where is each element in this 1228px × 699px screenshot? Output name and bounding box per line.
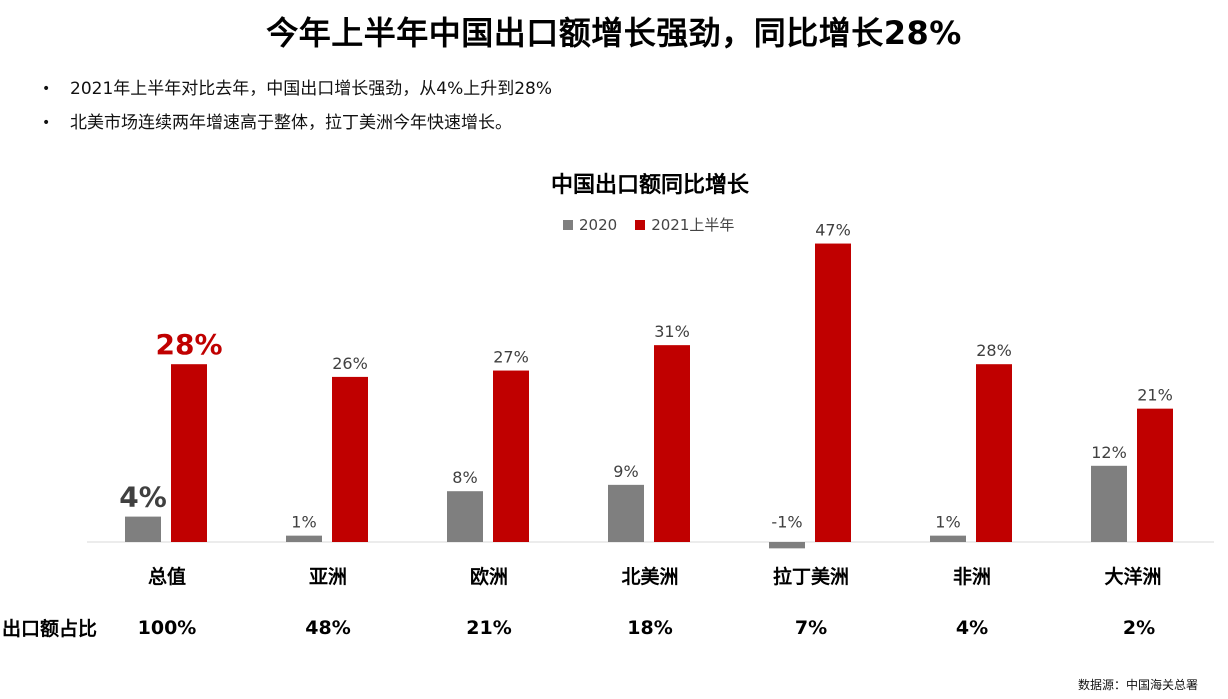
- data-label-2021h1-5: 28%: [976, 341, 1012, 360]
- bar-2021h1-2: [493, 370, 529, 542]
- data-label-2020-1: 1%: [291, 513, 316, 532]
- data-label-2021h1-3: 31%: [654, 322, 690, 341]
- data-label-2020-5: 1%: [935, 513, 960, 532]
- category-label-3: 北美洲: [621, 565, 678, 588]
- data-label-2020-3: 9%: [613, 462, 638, 481]
- data-label-2021h1-1: 26%: [332, 354, 368, 373]
- data-source-note: 数据源：中国海关总署: [1077, 678, 1198, 692]
- data-label-2020-2: 8%: [452, 468, 477, 487]
- legend-label-2020: 2020: [579, 215, 618, 234]
- bar-2020-5: [930, 535, 966, 542]
- chart-title: 中国出口额同比增长: [550, 173, 749, 198]
- data-label-2021h1-0: 28%: [155, 328, 222, 361]
- data-label-2021h1-2: 27%: [493, 348, 529, 367]
- export-share-value-0: 100%: [138, 617, 197, 639]
- bar-2020-6: [1091, 465, 1127, 542]
- bar-2021h1-1: [332, 376, 368, 542]
- export-share-value-5: 4%: [956, 617, 988, 639]
- export-share-value-3: 18%: [627, 617, 672, 639]
- bullet-list: 2021年上半年对比去年，中国出口增长强劲，从4%上升到28% 北美市场连续两年…: [42, 72, 552, 140]
- bar-2021h1-6: [1137, 408, 1173, 542]
- chart-legend: 2020 2021上半年: [563, 214, 752, 235]
- bar-2020-4: [769, 542, 805, 549]
- category-label-4: 拉丁美洲: [773, 565, 849, 588]
- category-label-5: 非洲: [953, 566, 991, 588]
- bar-2020-0: [125, 516, 161, 542]
- bar-2021h1-4: [815, 243, 851, 543]
- bar-2020-1: [286, 535, 322, 542]
- data-label-2020-6: 12%: [1091, 443, 1127, 462]
- bullet-item: 北美市场连续两年增速高于整体，拉丁美洲今年快速增长。: [42, 106, 552, 140]
- bar-2021h1-0: [171, 364, 207, 542]
- export-share-row-label: 出口额占比: [2, 618, 98, 640]
- export-share-value-1: 48%: [305, 617, 350, 639]
- export-share-value-2: 21%: [466, 617, 511, 639]
- data-label-2021h1-6: 21%: [1137, 386, 1173, 405]
- export-share-value-6: 2%: [1123, 617, 1155, 639]
- category-label-1: 亚洲: [309, 566, 347, 588]
- export-share-value-4: 7%: [795, 617, 827, 639]
- bar-2020-2: [447, 491, 483, 542]
- legend-item-2020: 2020: [563, 216, 617, 234]
- legend-label-2021h1: 2021上半年: [651, 216, 735, 234]
- bar-2021h1-5: [976, 364, 1012, 542]
- bullet-item: 2021年上半年对比去年，中国出口增长强劲，从4%上升到28%: [42, 72, 552, 106]
- category-label-6: 大洋洲: [1104, 565, 1161, 588]
- bar-2021h1-3: [654, 345, 690, 542]
- category-label-2: 欧洲: [470, 565, 508, 588]
- category-label-0: 总值: [148, 565, 186, 588]
- legend-item-2021h1: 2021上半年: [635, 214, 734, 235]
- page-title: 今年上半年中国出口额增长强劲，同比增长28%: [266, 14, 962, 52]
- legend-swatch-2020: [563, 219, 573, 230]
- legend-swatch-2021h1: [635, 219, 646, 230]
- data-label-2021h1-4: 47%: [815, 221, 851, 240]
- data-label-2020-0: 4%: [119, 481, 167, 514]
- data-label-2020-4: -1%: [771, 513, 802, 532]
- bar-2020-3: [608, 484, 644, 542]
